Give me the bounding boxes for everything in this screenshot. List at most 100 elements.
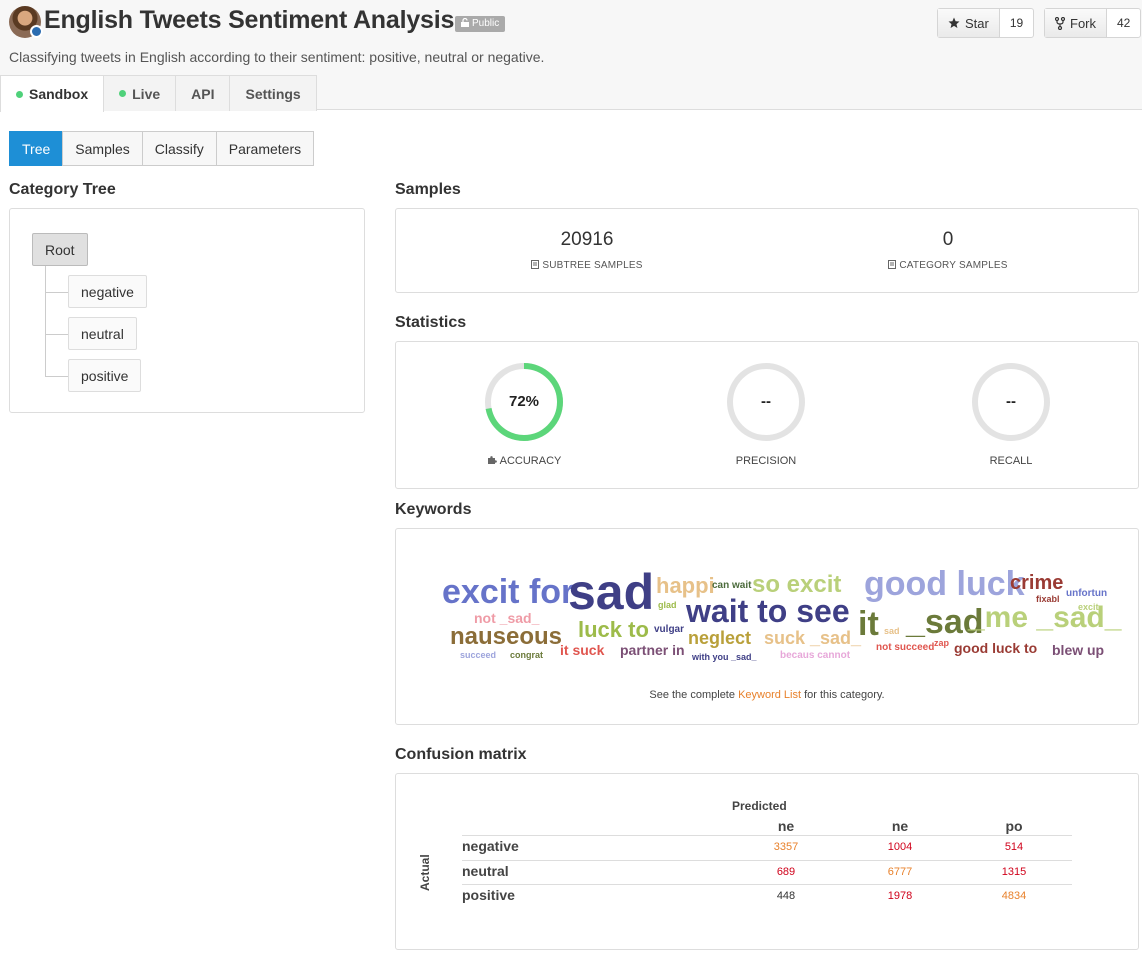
- tree-node-negative[interactable]: negative: [68, 275, 147, 308]
- tree-connector: [45, 292, 69, 293]
- keyword[interactable]: nauseous: [450, 623, 563, 650]
- fork-icon: [1055, 16, 1065, 30]
- keyword[interactable]: with you _sad_: [692, 652, 757, 662]
- matrix-cell: 6777: [887, 866, 913, 878]
- keyword[interactable]: so excit: [752, 571, 842, 598]
- confusion-matrix-title: Confusion matrix: [395, 746, 527, 763]
- precision-value: --: [761, 393, 771, 410]
- keyword-footer: See the complete Keyword List for this c…: [396, 689, 1138, 701]
- keyword[interactable]: it: [858, 605, 879, 643]
- confusion-matrix-panel: Predicted Actual ne ne po negative 3357 …: [395, 773, 1139, 950]
- tab-sandbox[interactable]: Sandbox: [0, 75, 105, 112]
- keyword[interactable]: vulgar: [654, 624, 685, 635]
- keyword[interactable]: _sad: [906, 603, 984, 641]
- keyword[interactable]: blew up: [1052, 642, 1105, 658]
- keyword[interactable]: can wait: [712, 580, 752, 591]
- keyword[interactable]: succeed: [460, 650, 497, 660]
- star-label: Star: [965, 15, 989, 31]
- keyword[interactable]: neglect: [688, 628, 752, 648]
- subtab-parameters[interactable]: Parameters: [215, 131, 315, 166]
- subtab-samples[interactable]: Samples: [62, 131, 143, 166]
- subtree-samples-label-wrap: SUBTREE SAMPLES: [487, 260, 687, 271]
- keywords-panel: excit for sad happi can wait so excit go…: [395, 528, 1139, 725]
- keyword[interactable]: good luck: [864, 565, 1025, 603]
- keyword[interactable]: congrat: [510, 650, 544, 660]
- keyword[interactable]: sad: [884, 626, 900, 636]
- project-header: English Tweets Sentiment Analysis Public…: [0, 0, 1142, 112]
- actual-label: Actual: [418, 854, 432, 891]
- star-button-label-wrap[interactable]: Star: [938, 9, 1000, 37]
- recall-gauge: [972, 363, 1050, 441]
- category-samples-label-wrap: CATEGORY SAMPLES: [848, 260, 1048, 271]
- star-icon: [948, 17, 960, 28]
- keyword[interactable]: excit for: [442, 573, 575, 611]
- keyword[interactable]: excit: [1078, 602, 1099, 612]
- keyword[interactable]: glad: [658, 600, 677, 610]
- category-samples-count: 0: [942, 229, 954, 250]
- column-header: ne: [777, 818, 795, 834]
- category-tree-title: Category Tree: [9, 181, 116, 198]
- keyword[interactable]: fixabl: [1036, 594, 1060, 604]
- keyword[interactable]: not succeed: [876, 642, 935, 653]
- keyword[interactable]: unfortun: [1066, 588, 1108, 599]
- star-button[interactable]: Star 19: [937, 8, 1035, 38]
- row-label-negative: negative: [462, 838, 519, 854]
- keyword[interactable]: wait to see: [686, 593, 850, 629]
- keyword[interactable]: good luck to: [954, 640, 1038, 656]
- keyword[interactable]: happi: [656, 573, 715, 598]
- accuracy-arc: [485, 363, 563, 441]
- sub-tabs: Tree Samples Classify Parameters: [9, 131, 315, 166]
- visibility-label: Public: [472, 18, 500, 29]
- lock-open-icon: [461, 18, 469, 27]
- tab-live[interactable]: Live: [103, 75, 177, 111]
- samples-panel: 20916 SUBTREE SAMPLES 0 CATEGORY SAMPLES: [395, 208, 1139, 293]
- keyword[interactable]: luck to: [578, 617, 649, 642]
- keyword-list-link[interactable]: Keyword List: [738, 689, 802, 701]
- accuracy-label-wrap: ACCURACY: [454, 455, 594, 467]
- row-label-positive: positive: [462, 887, 515, 903]
- precision-label: PRECISION: [735, 455, 797, 467]
- tab-api-label: API: [191, 85, 215, 102]
- accuracy-value: 72%: [508, 393, 540, 410]
- keywords-title: Keywords: [395, 501, 472, 518]
- status-dot-icon: [119, 90, 127, 97]
- fork-button[interactable]: Fork 42: [1044, 8, 1142, 38]
- tab-settings[interactable]: Settings: [229, 75, 317, 111]
- keyword[interactable]: it suck: [560, 642, 605, 658]
- keyword[interactable]: _me _sad_: [968, 601, 1122, 634]
- keyword[interactable]: not _sad_: [474, 610, 540, 626]
- matrix-cell: 689: [776, 866, 796, 878]
- keyword-footer-pre: See the complete: [649, 689, 735, 701]
- keyword[interactable]: partner in: [620, 642, 685, 658]
- recall-value: --: [1006, 393, 1016, 410]
- gauge-track: [972, 363, 1050, 441]
- tab-settings-label: Settings: [245, 85, 301, 102]
- tree-node-positive[interactable]: positive: [68, 359, 142, 392]
- matrix-cell: 4834: [1001, 890, 1027, 902]
- main-tabs: Sandbox Live API Settings: [0, 75, 317, 112]
- fork-button-label-wrap[interactable]: Fork: [1045, 9, 1107, 37]
- row-divider: [462, 884, 1072, 885]
- gauge-track: [727, 363, 805, 441]
- tab-sandbox-label: Sandbox: [29, 86, 89, 102]
- subtree-samples-label: SUBTREE SAMPLES: [542, 260, 643, 271]
- matrix-cell: 1004: [887, 841, 913, 853]
- puzzle-icon: [487, 456, 497, 464]
- keyword[interactable]: sad: [568, 564, 655, 620]
- keyword[interactable]: suck _sad_: [764, 628, 862, 648]
- tree-node-root[interactable]: Root: [32, 233, 88, 266]
- verified-badge-icon: [30, 25, 43, 38]
- tab-api[interactable]: API: [175, 75, 231, 111]
- subtab-classify[interactable]: Classify: [141, 131, 217, 166]
- tree-connector: [45, 334, 69, 335]
- keyword[interactable]: crime: [1010, 572, 1064, 594]
- recall-label: RECALL: [989, 455, 1033, 467]
- subtab-tree[interactable]: Tree: [9, 131, 64, 166]
- row-divider: [462, 835, 1072, 836]
- row-divider: [462, 860, 1072, 861]
- keyword[interactable]: zap: [934, 638, 950, 648]
- tab-live-label: Live: [132, 85, 161, 102]
- keyword[interactable]: becaus cannot: [780, 650, 851, 661]
- tree-node-neutral[interactable]: neutral: [68, 317, 137, 350]
- matrix-cell: 514: [1004, 841, 1024, 853]
